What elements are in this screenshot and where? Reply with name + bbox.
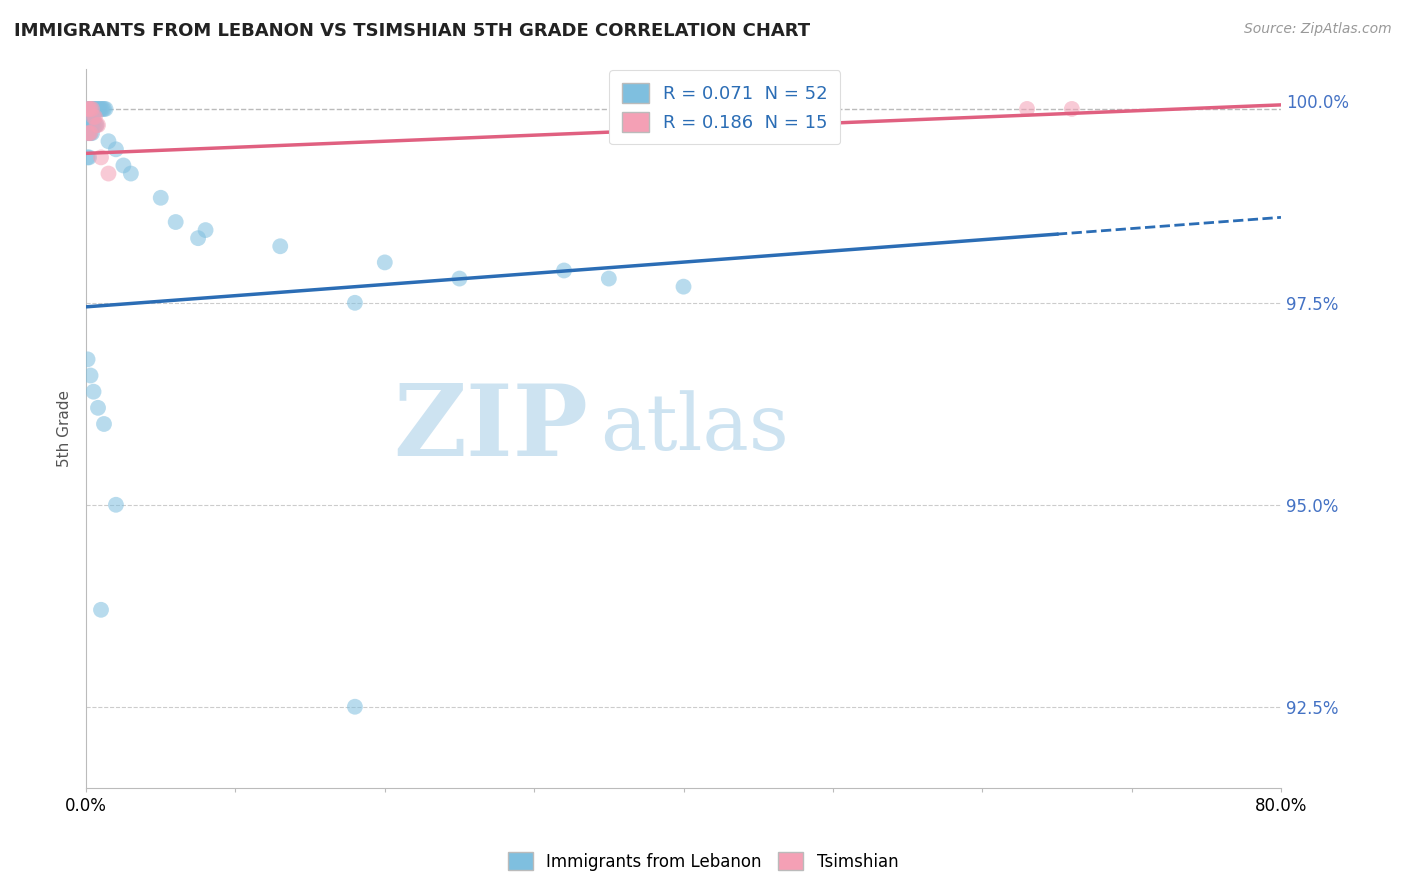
Point	[76, 126, 98, 140]
Point	[97, 167, 120, 181]
Point	[93, 417, 115, 431]
Point	[194, 223, 217, 237]
Text: Source: ZipAtlas.com: Source: ZipAtlas.com	[1244, 22, 1392, 37]
Point	[374, 255, 396, 269]
Point	[97, 134, 120, 148]
Point	[1060, 102, 1083, 116]
Point	[343, 295, 366, 310]
Point	[84, 110, 107, 124]
Point	[76, 102, 98, 116]
Text: ZIP: ZIP	[394, 379, 588, 476]
Legend: R = 0.071  N = 52, R = 0.186  N = 15: R = 0.071 N = 52, R = 0.186 N = 15	[609, 70, 841, 145]
Point	[269, 239, 291, 253]
Point	[80, 126, 103, 140]
Point	[343, 699, 366, 714]
Point	[76, 126, 98, 140]
Point	[672, 279, 695, 293]
Point	[79, 102, 101, 116]
Point	[1015, 102, 1038, 116]
Point	[86, 118, 108, 132]
Point	[104, 142, 127, 156]
Point	[83, 384, 105, 399]
Point	[77, 102, 100, 116]
Point	[83, 118, 105, 132]
Point	[77, 150, 100, 164]
Point	[87, 102, 110, 116]
Point	[83, 102, 105, 116]
Y-axis label: 5th Grade: 5th Grade	[58, 390, 72, 467]
Point	[90, 102, 112, 116]
Point	[86, 102, 108, 116]
Text: atlas: atlas	[600, 390, 789, 466]
Point	[83, 110, 105, 124]
Point	[79, 126, 101, 140]
Point	[87, 118, 110, 132]
Point	[86, 118, 108, 132]
Point	[80, 110, 103, 124]
Point	[79, 368, 101, 383]
Point	[83, 110, 105, 124]
Point	[90, 603, 112, 617]
Point	[93, 102, 115, 116]
Point	[80, 118, 103, 132]
Point	[91, 102, 114, 116]
Point	[112, 158, 135, 172]
Point	[76, 102, 98, 116]
Point	[87, 401, 110, 415]
Point	[76, 150, 98, 164]
Point	[77, 110, 100, 124]
Point	[79, 102, 101, 116]
Point	[89, 102, 111, 116]
Point	[76, 352, 98, 367]
Legend: Immigrants from Lebanon, Tsimshian: Immigrants from Lebanon, Tsimshian	[499, 844, 907, 880]
Point	[90, 150, 112, 164]
Text: IMMIGRANTS FROM LEBANON VS TSIMSHIAN 5TH GRADE CORRELATION CHART: IMMIGRANTS FROM LEBANON VS TSIMSHIAN 5TH…	[14, 22, 810, 40]
Point	[84, 102, 107, 116]
Point	[76, 110, 98, 124]
Point	[79, 110, 101, 124]
Point	[598, 271, 620, 285]
Point	[80, 102, 103, 116]
Point	[84, 118, 107, 132]
Point	[77, 126, 100, 140]
Point	[120, 167, 142, 181]
Point	[553, 263, 575, 277]
Point	[449, 271, 471, 285]
Point	[94, 102, 117, 116]
Point	[104, 498, 127, 512]
Point	[187, 231, 209, 245]
Point	[77, 118, 100, 132]
Point	[76, 118, 98, 132]
Point	[79, 118, 101, 132]
Point	[80, 102, 103, 116]
Point	[79, 126, 101, 140]
Point	[77, 102, 100, 116]
Point	[77, 126, 100, 140]
Point	[165, 215, 187, 229]
Point	[149, 191, 172, 205]
